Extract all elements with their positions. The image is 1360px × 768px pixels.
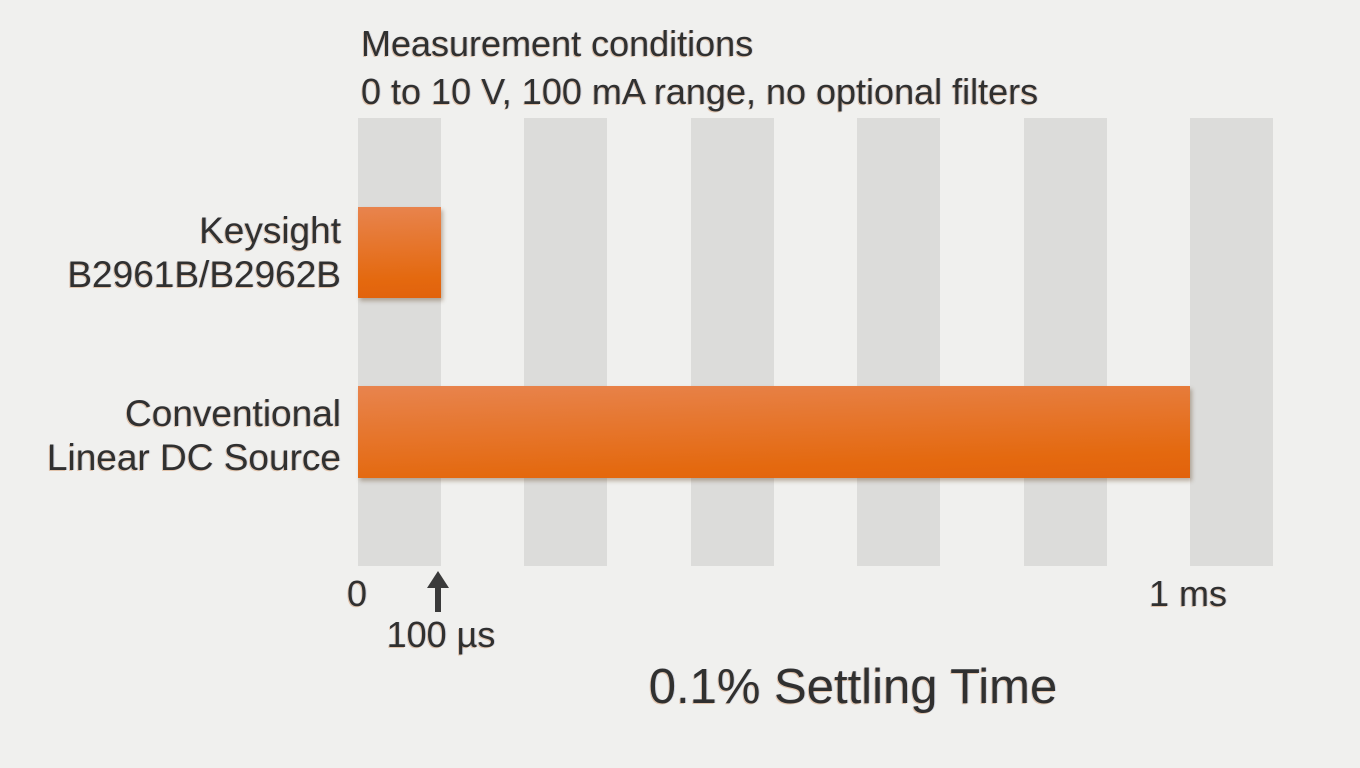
x-tick-100us: 100 µs <box>386 614 496 655</box>
chart-plot-area <box>358 118 1274 566</box>
x-tick-zero: 0 <box>346 573 368 614</box>
conventional-label-line2: Linear DC Source <box>46 437 341 478</box>
grid-band <box>524 118 607 566</box>
conventional-label-line1: Conventional <box>125 393 341 434</box>
grid-band <box>857 118 940 566</box>
grid-band <box>358 118 441 566</box>
grid-band <box>691 118 774 566</box>
up-arrow-icon <box>427 571 449 613</box>
conditions-line2: 0 to 10 V, 100 mA range, no optional fil… <box>361 71 1039 112</box>
category-label-conventional: Conventional Linear DC Source <box>11 392 341 480</box>
bar-keysight-b2961b <box>358 207 441 298</box>
category-label-keysight: Keysight B2961B/B2962B <box>11 209 341 297</box>
measurement-conditions: Measurement conditions 0 to 10 V, 100 mA… <box>361 20 1038 116</box>
grid-band <box>1190 118 1273 566</box>
conditions-line1: Measurement conditions <box>361 23 754 64</box>
bar-conventional-linear-dc-source <box>358 386 1190 478</box>
x-tick-1ms: 1 ms <box>1148 573 1227 614</box>
keysight-label-line2: B2961B/B2962B <box>67 254 341 295</box>
grid-band <box>1024 118 1107 566</box>
keysight-label-line1: Keysight <box>199 210 341 251</box>
arrow-stem <box>435 587 441 612</box>
chart-title: 0.1% Settling Time <box>648 660 1058 714</box>
arrow-head <box>427 571 449 588</box>
